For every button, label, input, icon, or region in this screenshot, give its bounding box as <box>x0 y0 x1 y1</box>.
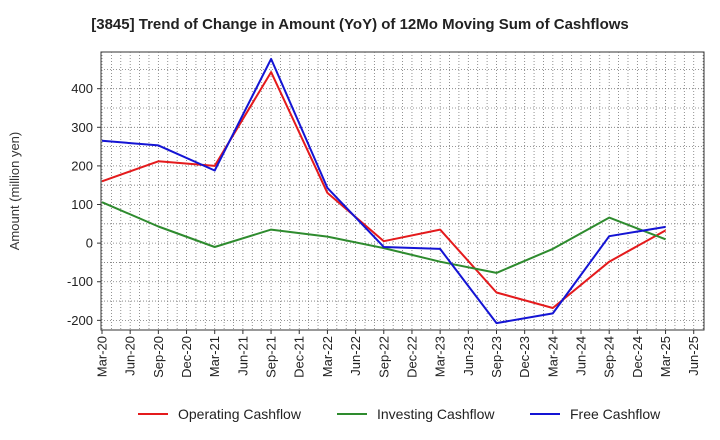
x-tick-label: Mar-22 <box>320 336 335 377</box>
x-tick-label: Dec-22 <box>404 336 419 378</box>
x-tick-label: Mar-25 <box>658 336 673 377</box>
y-tick-label: 100 <box>71 197 93 212</box>
x-tick-label: Dec-23 <box>517 336 532 378</box>
series-line-free-cashflow <box>101 57 666 325</box>
x-tick-label: Jun-21 <box>235 336 250 376</box>
series-line-investing-cashflow <box>101 201 666 274</box>
x-tick-label: Sep-22 <box>376 336 391 378</box>
y-axis-label: Amount (million yen) <box>7 132 22 251</box>
chart-title: [3845] Trend of Change in Amount (YoY) o… <box>91 16 629 33</box>
y-tick-label: 0 <box>86 236 93 251</box>
x-tick-label: Mar-20 <box>95 336 110 377</box>
x-tick-label: Dec-20 <box>179 336 194 378</box>
x-tick-label: Sep-24 <box>602 336 617 378</box>
y-tick-label: -200 <box>67 313 93 328</box>
x-tick-label: Jun-23 <box>461 336 476 376</box>
x-tick-label: Jun-24 <box>574 336 589 376</box>
legend-label: Operating Cashflow <box>178 406 302 422</box>
legend-label: Free Cashflow <box>570 406 661 422</box>
legend-label: Investing Cashflow <box>377 406 495 422</box>
y-tick-label: 200 <box>71 158 93 173</box>
x-tick-label: Mar-24 <box>545 336 560 377</box>
x-tick-label: Sep-21 <box>264 336 279 378</box>
series-line-operating-cashflow <box>101 71 667 309</box>
x-tick-label: Jun-22 <box>348 336 363 376</box>
x-tick-label: Mar-21 <box>207 336 222 377</box>
y-tick-label: 400 <box>71 81 93 96</box>
x-tick-label: Sep-23 <box>489 336 504 378</box>
x-tick-label: Mar-23 <box>433 336 448 377</box>
x-tick-label: Sep-20 <box>151 336 166 378</box>
x-tick-label: Dec-24 <box>630 336 645 378</box>
y-tick-label: -100 <box>67 274 93 289</box>
x-tick-label: Jun-25 <box>686 336 701 376</box>
y-tick-label: 300 <box>71 120 93 135</box>
x-tick-label: Dec-21 <box>292 336 307 378</box>
x-tick-label: Jun-20 <box>123 336 138 376</box>
